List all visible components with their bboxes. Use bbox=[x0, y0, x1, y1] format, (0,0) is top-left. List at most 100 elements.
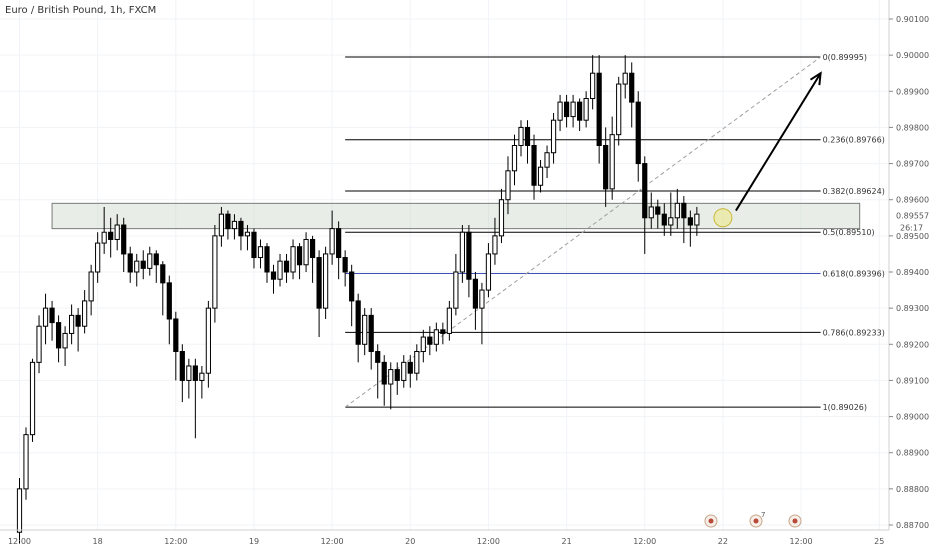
candle[interactable] bbox=[290, 239, 296, 280]
candle[interactable] bbox=[355, 293, 361, 363]
candle[interactable] bbox=[121, 217, 127, 272]
candle[interactable] bbox=[485, 243, 492, 298]
candle[interactable] bbox=[362, 308, 368, 356]
candle[interactable] bbox=[231, 214, 238, 240]
candle[interactable] bbox=[635, 91, 641, 182]
candle[interactable] bbox=[173, 311, 179, 381]
candle[interactable] bbox=[687, 210, 693, 247]
candle[interactable] bbox=[160, 261, 166, 316]
candle[interactable] bbox=[609, 116, 615, 200]
candle[interactable] bbox=[577, 98, 583, 132]
candle[interactable] bbox=[29, 358, 36, 442]
candle[interactable] bbox=[414, 344, 420, 381]
candle[interactable] bbox=[114, 214, 120, 251]
candle[interactable] bbox=[511, 134, 518, 186]
candle[interactable] bbox=[388, 362, 394, 410]
candle[interactable] bbox=[251, 228, 257, 269]
candle[interactable] bbox=[648, 192, 654, 229]
candle[interactable] bbox=[537, 159, 544, 193]
candle[interactable] bbox=[524, 120, 531, 164]
candle[interactable] bbox=[681, 196, 687, 244]
candle[interactable] bbox=[674, 188, 680, 229]
candle[interactable] bbox=[147, 246, 153, 276]
candle[interactable] bbox=[225, 210, 231, 240]
candle[interactable] bbox=[550, 112, 557, 164]
candle[interactable] bbox=[479, 282, 485, 345]
candle[interactable] bbox=[563, 94, 570, 128]
candle[interactable] bbox=[531, 134, 537, 200]
candle[interactable] bbox=[264, 243, 270, 283]
time-axis[interactable]: 12:00 18 12:00 19 12:00 20 12:00 21 12:00 22 12:00… bbox=[8, 537, 884, 546]
candle[interactable] bbox=[433, 322, 439, 352]
candle[interactable] bbox=[329, 210, 335, 265]
price-axis[interactable]: 0.88700 0.88800 0.88900 0.89000 0.89100 0.892… bbox=[889, 15, 929, 530]
candle[interactable] bbox=[153, 250, 159, 283]
candle[interactable] bbox=[55, 315, 62, 363]
candle[interactable] bbox=[88, 264, 94, 316]
candle[interactable] bbox=[518, 120, 524, 157]
candle[interactable] bbox=[205, 300, 211, 388]
candle[interactable] bbox=[296, 243, 303, 280]
candle[interactable] bbox=[505, 156, 511, 215]
event-flag-icon[interactable] bbox=[704, 514, 718, 528]
candle[interactable] bbox=[199, 365, 205, 399]
candle[interactable] bbox=[381, 355, 387, 406]
candle[interactable] bbox=[134, 253, 140, 287]
candle[interactable] bbox=[16, 478, 23, 544]
candle[interactable] bbox=[368, 308, 374, 370]
candle[interactable] bbox=[655, 199, 661, 229]
candle[interactable] bbox=[42, 293, 49, 345]
candle[interactable] bbox=[244, 225, 251, 251]
candle[interactable] bbox=[642, 156, 648, 254]
candle[interactable] bbox=[270, 264, 277, 294]
candle[interactable] bbox=[323, 246, 329, 319]
candle[interactable] bbox=[75, 308, 81, 352]
candle[interactable] bbox=[544, 145, 550, 179]
candle[interactable] bbox=[498, 188, 505, 244]
candle[interactable] bbox=[349, 264, 355, 327]
candle[interactable] bbox=[453, 253, 459, 316]
candle[interactable] bbox=[466, 225, 472, 298]
candle[interactable] bbox=[590, 55, 596, 110]
candle[interactable] bbox=[277, 253, 283, 287]
candle[interactable] bbox=[23, 427, 29, 500]
candle[interactable] bbox=[603, 127, 609, 207]
candle[interactable] bbox=[401, 355, 407, 388]
candle[interactable] bbox=[238, 217, 244, 251]
candle[interactable] bbox=[596, 55, 602, 164]
candle[interactable] bbox=[668, 192, 674, 236]
resistance-zone[interactable] bbox=[51, 202, 861, 230]
candle[interactable] bbox=[186, 358, 192, 399]
candle[interactable] bbox=[212, 225, 218, 323]
candle[interactable] bbox=[82, 290, 88, 334]
candle[interactable] bbox=[375, 344, 381, 399]
candle[interactable] bbox=[309, 235, 316, 283]
candle[interactable] bbox=[316, 250, 322, 338]
candle[interactable] bbox=[342, 250, 348, 287]
candle[interactable] bbox=[218, 206, 225, 247]
candle[interactable] bbox=[69, 304, 75, 345]
projection-arrow[interactable] bbox=[735, 72, 822, 212]
candle[interactable] bbox=[694, 206, 700, 236]
candle[interactable] bbox=[336, 221, 342, 280]
candle[interactable] bbox=[108, 217, 114, 258]
candle[interactable] bbox=[101, 206, 107, 254]
event-flag-icon[interactable]: 7 bbox=[749, 511, 765, 528]
candle[interactable] bbox=[557, 94, 563, 132]
candle[interactable] bbox=[283, 253, 290, 283]
candle[interactable] bbox=[427, 326, 433, 356]
candle[interactable] bbox=[492, 217, 498, 265]
candle[interactable] bbox=[62, 326, 68, 366]
candle[interactable] bbox=[303, 232, 309, 272]
candle[interactable] bbox=[192, 358, 198, 439]
candle[interactable] bbox=[394, 362, 400, 395]
candle[interactable] bbox=[622, 55, 628, 99]
candle[interactable] bbox=[420, 329, 426, 363]
candle[interactable] bbox=[446, 300, 452, 341]
candle[interactable] bbox=[616, 76, 622, 146]
candle[interactable] bbox=[583, 91, 589, 128]
candle[interactable] bbox=[472, 272, 479, 330]
candle[interactable] bbox=[95, 232, 101, 283]
candle[interactable] bbox=[570, 94, 576, 128]
candle[interactable] bbox=[140, 250, 146, 280]
